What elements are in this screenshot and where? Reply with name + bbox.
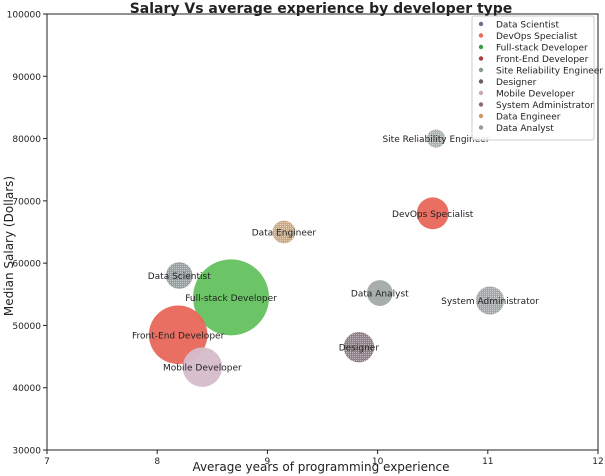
legend-marker [478, 102, 484, 107]
bubble-label: Data Scientist [148, 272, 211, 282]
bubble [148, 305, 208, 365]
bubble-label: Full-stack Developer [185, 294, 277, 304]
x-tick-label: 11 [482, 457, 493, 467]
legend-marker [478, 79, 484, 84]
bubble [416, 197, 449, 230]
bubble-texture [475, 286, 505, 315]
y-tick-label: 70000 [12, 197, 41, 207]
legend-marker [478, 33, 484, 38]
legend-label: Data Engineer [496, 113, 561, 123]
bubble-texture [272, 220, 296, 244]
bubble-label: System Administrator [441, 297, 539, 307]
legend-marker [478, 90, 484, 96]
y-tick-label: 100000 [7, 11, 42, 21]
legend-label: DevOps Specialist [496, 32, 578, 42]
bubble-texture [343, 332, 375, 363]
y-tick-label: 80000 [12, 135, 41, 145]
bubble-label: Designer [339, 344, 380, 354]
bubble [182, 347, 223, 387]
legend-box [471, 15, 595, 141]
y-tick-label: 40000 [12, 384, 41, 394]
x-tick-label: 12 [592, 457, 603, 467]
y-tick-label: 90000 [12, 73, 41, 83]
bubble [193, 259, 270, 336]
legend-label: Full-stack Developer [496, 44, 588, 54]
y-axis-label: Median Salary (Dollars) [2, 176, 16, 316]
legend-label: Data Analyst [496, 124, 554, 134]
bubble-texture [165, 262, 193, 289]
legend-label: Designer [496, 78, 537, 88]
legend-marker [478, 113, 484, 119]
legend-label: Data Scientist [496, 21, 559, 31]
bubble-label: DevOps Specialist [392, 210, 474, 220]
bubble-label: Site Reliability Engineer [382, 135, 489, 145]
legend-label: Mobile Developer [496, 90, 575, 100]
legend-label: Site Reliability Engineer [496, 67, 603, 77]
legend-marker [478, 67, 484, 73]
bubble-texture [426, 129, 446, 148]
x-tick-label: 9 [265, 457, 271, 467]
bubble-label: Data Analyst [351, 290, 409, 300]
bubble-label: Data Engineer [252, 229, 317, 239]
legend-label: System Administrator [496, 101, 594, 111]
y-tick-label: 30000 [12, 447, 41, 457]
legend-marker [478, 44, 484, 50]
x-tick-label: 8 [154, 457, 160, 467]
legend-marker [478, 56, 484, 61]
legend-label: Front-End Developer [496, 55, 589, 65]
y-axis: 30000 40000 50000 60000 70000 80000 90000 10000… [7, 11, 47, 457]
legend-marker [478, 21, 484, 27]
y-tick-label: 60000 [12, 260, 41, 270]
plot-area [46, 13, 599, 451]
x-tick-label: 7 [44, 457, 50, 467]
bubbles-layer: Data Scientist DevOps Specialist Full-stac… [132, 129, 539, 387]
bubble-label: Front-End Developer [132, 331, 225, 341]
x-tick-label: 10 [372, 457, 384, 467]
legend-marker [478, 125, 484, 130]
x-axis-label: Average years of programming experience [192, 460, 449, 474]
y-tick-label: 50000 [12, 322, 41, 332]
x-axis: 7 8 9 10 11 12 [44, 450, 604, 467]
bubble [366, 280, 393, 306]
bubble-label: Mobile Developer [163, 364, 242, 374]
chart-title: Salary Vs average experience by develope… [130, 1, 513, 17]
